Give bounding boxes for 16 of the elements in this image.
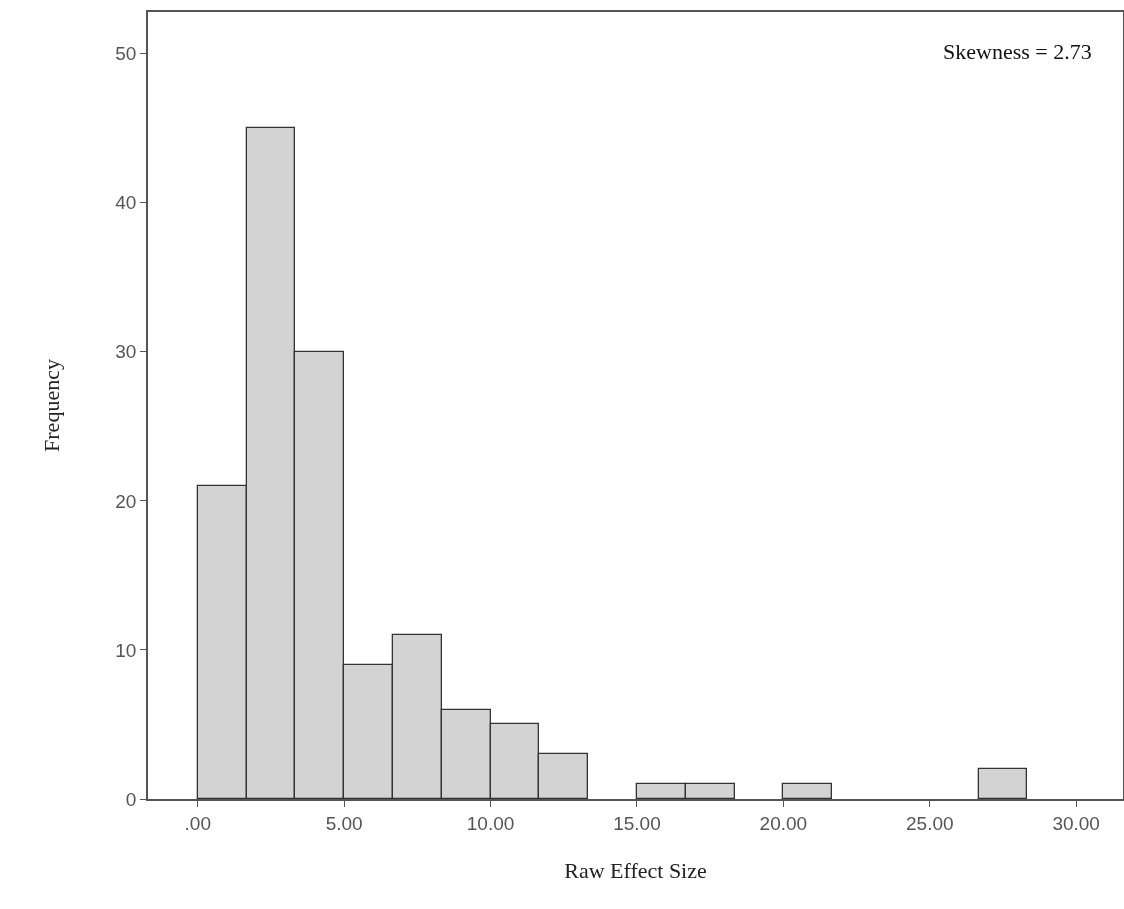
y-axis-title: Frequency xyxy=(38,359,64,452)
annotation: Skewness = 2.73 xyxy=(943,39,1092,64)
x-tick-label: .00 xyxy=(184,812,211,834)
x-tick-label: 25.00 xyxy=(905,812,954,834)
y-tick-label: 40 xyxy=(115,192,137,214)
y-tick-label: 0 xyxy=(125,788,137,810)
x-tick-label: 15.00 xyxy=(613,812,661,834)
y-tick-label: 20 xyxy=(115,490,137,512)
x-axis-title: Raw Effect Size xyxy=(564,857,707,883)
y-tick-label: 30 xyxy=(115,341,137,363)
x-tick-label: 20.00 xyxy=(759,812,808,834)
y-tick-label: 50 xyxy=(115,43,137,65)
x-tick-label: 30.00 xyxy=(1052,812,1100,834)
y-tick-label: 10 xyxy=(115,639,137,661)
x-tick-label: 5.00 xyxy=(325,812,363,834)
x-tick-label: 10.00 xyxy=(466,812,515,834)
